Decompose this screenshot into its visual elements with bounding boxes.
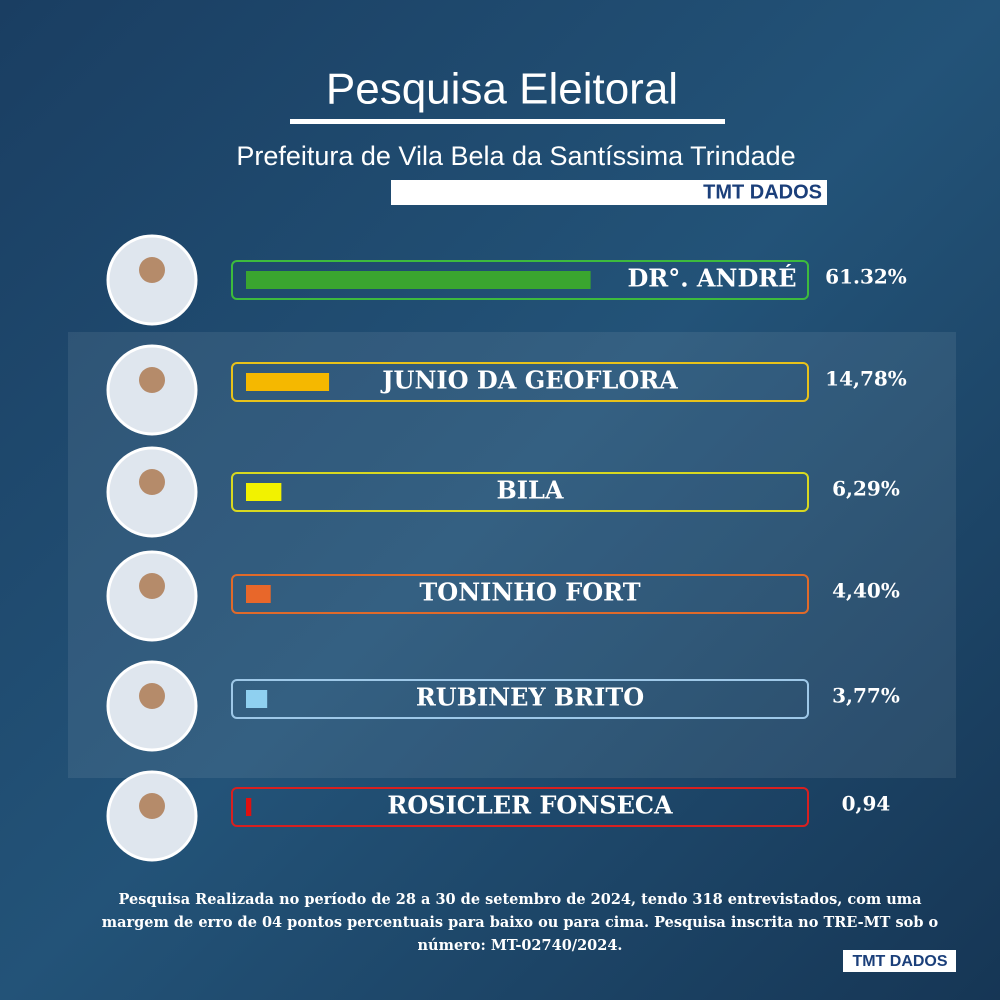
photo-head bbox=[139, 683, 165, 709]
bar-frame bbox=[231, 679, 809, 719]
value-label: 14,78% bbox=[825, 367, 907, 391]
photo-head bbox=[139, 793, 165, 819]
bar-frame bbox=[231, 260, 809, 300]
value-label: 3,77% bbox=[832, 684, 900, 708]
rows: DR°. ANDRÉ 61.32% JUNIO DA GEOFLORA 14,78% B… bbox=[106, 234, 907, 862]
chart-subtitle: Prefeitura de Vila Bela da Santíssima Tr… bbox=[236, 141, 795, 171]
note-box: Pesquisa Realizada no período de 28 a 30… bbox=[101, 891, 939, 954]
bar bbox=[246, 271, 591, 289]
candidate-name: JUNIO DA GEOFLORA bbox=[380, 366, 678, 395]
bar bbox=[246, 373, 330, 391]
photo-head bbox=[139, 469, 165, 495]
chart-title: Pesquisa Eleitoral bbox=[326, 65, 678, 114]
bar bbox=[246, 690, 268, 708]
candidate-name: BILA bbox=[496, 476, 563, 505]
brand-small: TMT DADOS bbox=[852, 953, 947, 970]
bar bbox=[246, 585, 271, 603]
candidate-name: DR°. ANDRÉ bbox=[627, 264, 796, 293]
bar bbox=[246, 483, 282, 501]
title-underline bbox=[290, 119, 725, 124]
photo-head bbox=[139, 257, 165, 283]
note: Pesquisa Realizada no período de 28 a 30… bbox=[101, 891, 939, 954]
candidate-name: ROSICLER FONSECA bbox=[387, 791, 673, 820]
bar-frame bbox=[231, 574, 809, 614]
value-label: 4,40% bbox=[832, 579, 900, 603]
photo-head bbox=[139, 573, 165, 599]
value-label: 0,94 bbox=[842, 792, 891, 816]
brand-band bbox=[391, 180, 827, 205]
brand: TMT DADOS bbox=[703, 181, 822, 203]
value-label: 61.32% bbox=[825, 265, 907, 289]
bar-frame bbox=[231, 362, 809, 402]
bar-frame bbox=[231, 787, 809, 827]
bar bbox=[246, 798, 252, 816]
photo-head bbox=[139, 367, 165, 393]
candidate-name: TONINHO FORT bbox=[419, 578, 640, 607]
value-label: 6,29% bbox=[832, 477, 900, 501]
bar-frame bbox=[231, 472, 809, 512]
candidate-name: RUBINEY BRITO bbox=[416, 683, 644, 712]
brand-band-small bbox=[843, 950, 956, 972]
